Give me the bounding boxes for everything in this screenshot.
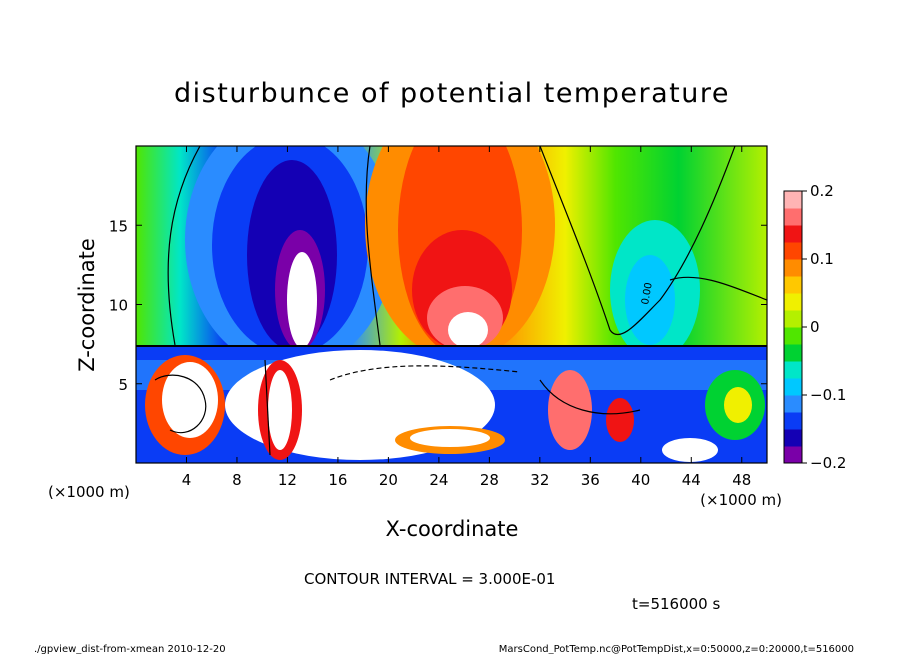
cold-plume-saturated: [287, 252, 317, 348]
lower-right-warm-2: [606, 398, 634, 442]
x-axis: 4 8 12 16 20 24 28 32 36 40 44 48: [182, 146, 751, 489]
footer-left: ./gpview_dist-from-xmean 2010-12-20: [34, 644, 226, 654]
x-tick-label: 20: [379, 471, 398, 489]
contour-line-8: [539, 379, 641, 415]
colorbar-swatch: [784, 344, 802, 362]
y-tick-label: 10: [109, 297, 128, 315]
lower-right-yellow: [724, 387, 752, 423]
x-tick-label: 36: [581, 471, 600, 489]
y-tick-label: 5: [118, 376, 128, 394]
lower-right-warm-1: [548, 370, 592, 450]
x-tick-label: 16: [328, 471, 347, 489]
colorbar-tick-label: 0: [810, 318, 820, 336]
time-note: t=516000 s: [632, 595, 720, 613]
lower-right-white: [662, 438, 718, 462]
colorbar-swatch: [784, 293, 802, 311]
colorbar: 0.2 0.1 0 −0.1 −0.2: [783, 182, 846, 472]
colorbar-swatch: [784, 225, 802, 243]
lower-mid-white: [410, 429, 490, 447]
x-tick-label: 4: [182, 471, 192, 489]
contour-line-7: [329, 365, 521, 381]
colorbar-tick-label: −0.2: [810, 454, 846, 472]
colorbar-tick-label: 0.2: [810, 182, 834, 200]
colorbar-tick-label: −0.1: [810, 386, 846, 404]
x-tick-label: 24: [429, 471, 448, 489]
contour-line-3: [539, 146, 736, 336]
colorbar-swatch: [784, 412, 802, 430]
x-tick-label: 12: [278, 471, 297, 489]
colorbar-swatch: [784, 378, 802, 396]
colorbar-tick-label: 0.1: [810, 250, 834, 268]
x-unit-label-right: (×1000 m): [700, 491, 782, 509]
colorbar-swatch: [784, 446, 802, 464]
colorbar-swatch: [784, 276, 802, 294]
colorbar-swatch: [784, 208, 802, 226]
lower-left-white: [162, 362, 218, 438]
y-axis-label: Z-coordinate: [75, 238, 99, 372]
x-tick-label: 40: [631, 471, 650, 489]
footer-right: MarsCond_PotTemp.nc@PotTempDist,x=0:5000…: [499, 644, 854, 654]
heatmap-field: 0.00: [136, 146, 767, 463]
contour-line-5: [154, 374, 207, 434]
x-tick-label: 48: [732, 471, 751, 489]
colorbar-swatch: [784, 259, 802, 277]
x-tick-label: 28: [480, 471, 499, 489]
colorbar-swatch: [784, 191, 802, 209]
x-axis-label: X-coordinate: [386, 517, 519, 541]
x-unit-label-left: (×1000 m): [48, 483, 130, 501]
colorbar-swatch: [784, 429, 802, 447]
contour-label: 0.00: [640, 282, 655, 306]
y-axis: 5 10 15: [109, 217, 767, 394]
colorbar-swatch: [784, 327, 802, 345]
contour-line-2: [365, 146, 381, 346]
colorbar-swatch: [784, 242, 802, 260]
chart-title: disturbunce of potential temperature: [174, 78, 730, 109]
contour-line-6: [264, 359, 271, 456]
contour-line-1: [167, 146, 201, 346]
colorbar-swatch: [784, 395, 802, 413]
y-tick-label: 15: [109, 217, 128, 235]
x-tick-label: 44: [682, 471, 701, 489]
contour-line-4: [669, 276, 767, 301]
colorbar-swatch: [784, 361, 802, 379]
contour-interval-note: CONTOUR INTERVAL = 3.000E-01: [304, 570, 555, 588]
warm-plume-saturated: [448, 312, 488, 348]
x-tick-label: 8: [232, 471, 242, 489]
colorbar-swatch: [784, 310, 802, 328]
x-tick-label: 32: [530, 471, 549, 489]
lower-red-ring-inner: [268, 370, 292, 450]
